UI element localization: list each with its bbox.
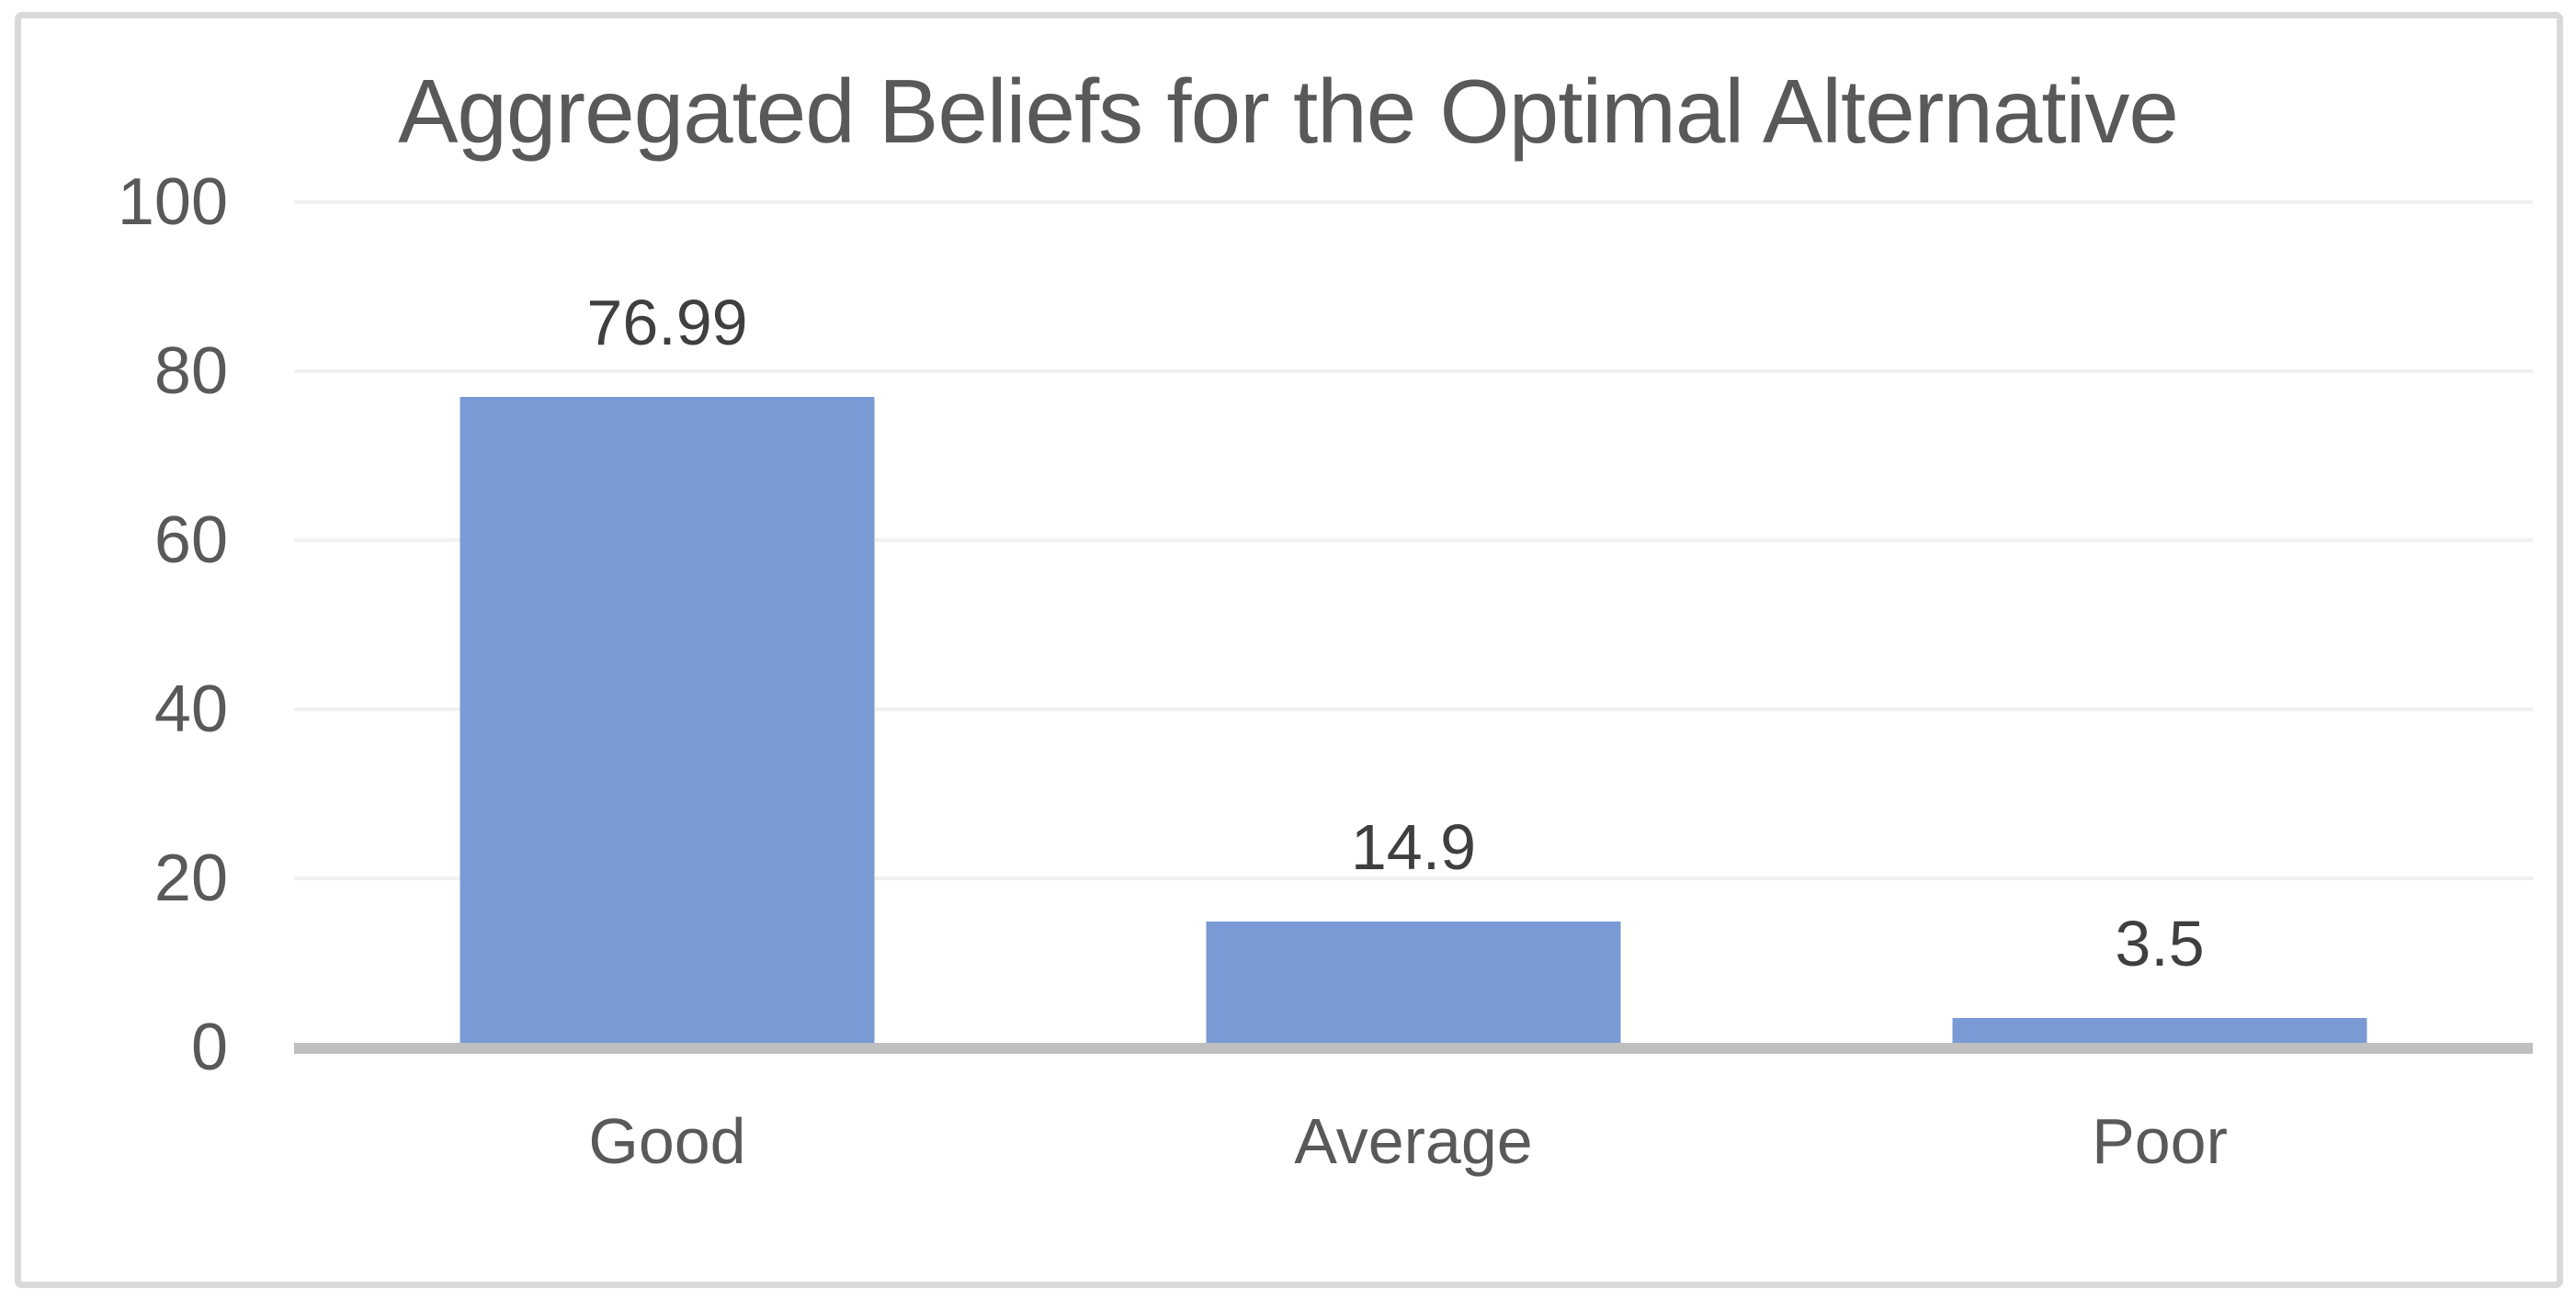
gridline <box>294 877 2533 880</box>
y-tick-label: 40 <box>153 673 228 746</box>
chart-title: Aggregated Beliefs for the Optimal Alter… <box>398 61 2179 162</box>
category-slot-good: 76.99 <box>294 202 1040 1047</box>
gridline <box>294 200 2533 204</box>
bar-average <box>1206 921 1621 1047</box>
bar-good <box>460 396 875 1047</box>
category-label-poor: Poor <box>2092 1105 2228 1177</box>
y-tick-label: 80 <box>153 334 228 408</box>
value-label-poor: 3.5 <box>2115 907 2205 979</box>
y-tick-label: 0 <box>190 1011 228 1084</box>
category-label-good: Good <box>588 1105 746 1177</box>
x-axis-line <box>294 1043 2533 1054</box>
y-tick-label: 100 <box>117 165 228 239</box>
category-label-average: Average <box>1294 1105 1533 1177</box>
bar-poor <box>1952 1017 2367 1047</box>
value-label-good: 76.99 <box>586 286 748 358</box>
category-slot-average: 14.9 <box>1040 202 1787 1047</box>
y-tick-label: 20 <box>153 842 228 915</box>
gridline <box>294 369 2533 373</box>
gridline <box>294 538 2533 542</box>
chart-frame <box>15 12 2563 1288</box>
y-tick-label: 60 <box>153 503 228 577</box>
category-slot-poor: 3.5 <box>1787 202 2533 1047</box>
gridline <box>294 707 2533 711</box>
value-label-average: 14.9 <box>1350 810 1477 883</box>
plot-area: 76.99 14.9 3.5 <box>294 200 2533 1054</box>
